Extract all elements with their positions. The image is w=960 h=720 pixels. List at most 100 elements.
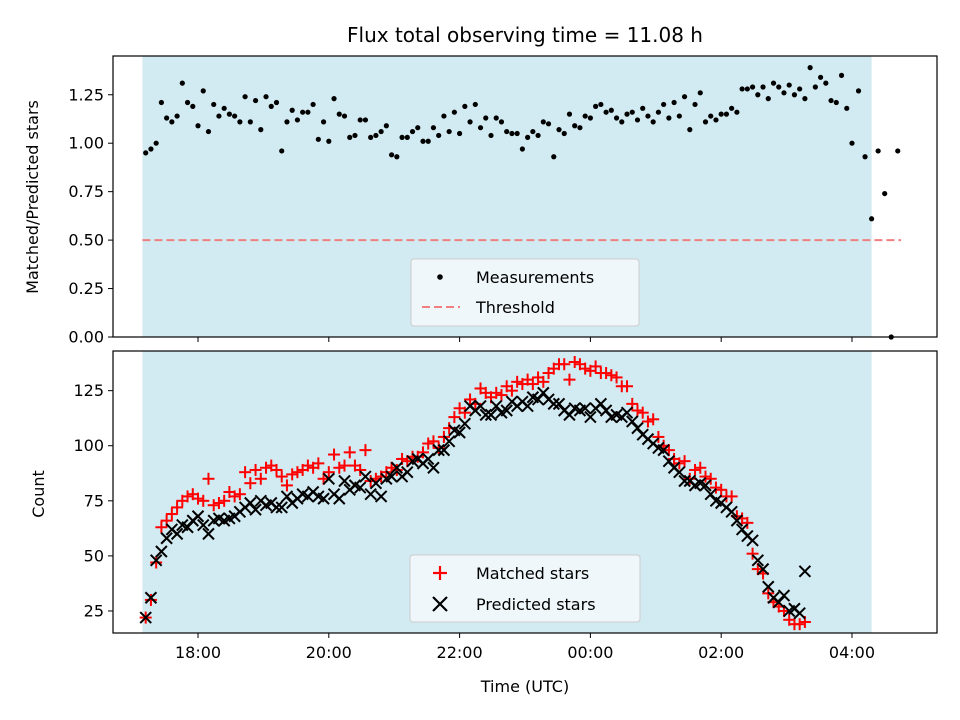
- matched-star-marker: [636, 406, 649, 419]
- ratio-legend: Measurements Threshold: [410, 258, 640, 327]
- matched-star-marker: [207, 499, 220, 512]
- measurement-point: [718, 111, 724, 117]
- predicted-star-marker: [333, 492, 346, 505]
- counts-panel: 25 50 75 100 125 18:00 20:00 22:00 00:00 02:00 04…: [29, 350, 938, 696]
- measurement-point: [755, 92, 761, 98]
- measurement-point: [289, 107, 295, 113]
- legend-predicted-marker: [432, 596, 448, 612]
- measurement-point: [587, 115, 593, 121]
- matched-star-marker: [144, 593, 157, 606]
- predicted-star-marker: [317, 492, 330, 505]
- matched-star-marker: [741, 516, 754, 529]
- measurement-point: [232, 113, 238, 119]
- measurement-point: [441, 113, 447, 119]
- matched-star-marker: [218, 494, 231, 507]
- measurement-point: [671, 99, 677, 106]
- measurement-point: [258, 127, 264, 133]
- measurement-point: [765, 96, 771, 102]
- counts-legend-box: [409, 554, 641, 623]
- measurement-point: [862, 154, 868, 160]
- measurement-point: [882, 190, 888, 197]
- matched-star-marker: [322, 466, 335, 479]
- predicted-star-marker: [353, 481, 367, 494]
- counts-y-ticks: 25 50 75 100 125: [73, 381, 113, 620]
- matched-star-marker: [312, 457, 325, 470]
- predicted-star-marker: [369, 476, 383, 490]
- y-tick-label: 125: [73, 381, 104, 400]
- measurement-point: [315, 136, 321, 142]
- matched-star-marker: [301, 459, 314, 472]
- predicted-star-marker: [144, 591, 158, 604]
- matched-star-marker: [490, 386, 503, 399]
- matched-star-marker: [212, 497, 225, 510]
- measurement-point: [472, 101, 478, 108]
- measurement-point: [708, 113, 714, 119]
- measurement-point: [467, 119, 473, 125]
- measurement-point: [566, 111, 573, 117]
- ratio-panel-frame: [112, 55, 938, 338]
- matched-star-marker: [709, 481, 722, 494]
- matched-star-marker: [647, 413, 660, 426]
- measurement-point: [237, 119, 243, 125]
- matched-star-marker: [239, 466, 252, 479]
- matched-star-marker: [197, 494, 210, 507]
- measurement-point: [749, 84, 756, 90]
- ratio-y-axis-label: Matched/Predicted stars: [23, 100, 42, 294]
- measurement-point: [655, 109, 662, 115]
- measurement-point: [613, 115, 620, 121]
- measurement-point: [786, 82, 792, 88]
- matched-star-marker: [150, 556, 163, 569]
- measurement-point: [268, 103, 274, 109]
- measurement-point: [148, 146, 154, 152]
- predicted-star-marker: [149, 554, 163, 567]
- matched-star-marker: [725, 490, 738, 503]
- predicted-star-marker: [155, 545, 168, 558]
- measurement-point: [855, 88, 862, 94]
- matched-star-marker: [448, 411, 461, 424]
- predicted-star-marker: [197, 518, 210, 532]
- measurement-point: [828, 97, 834, 104]
- y-tick-label: 100: [73, 436, 104, 455]
- measurement-point: [477, 125, 484, 131]
- measurement-points: [143, 65, 901, 340]
- measurement-point: [838, 72, 845, 78]
- measurement-point: [498, 119, 505, 125]
- measurement-point: [488, 132, 494, 139]
- predicted-star-marker: [678, 474, 691, 488]
- measurement-point: [394, 154, 400, 160]
- measurement-point: [451, 109, 457, 115]
- measurement-point: [273, 99, 280, 106]
- measurement-point: [545, 121, 552, 127]
- measurement-point: [797, 86, 803, 92]
- predicted-star-marker: [390, 461, 404, 474]
- predicted-star-marker: [401, 465, 414, 479]
- measurement-point: [734, 109, 740, 115]
- measurement-point: [817, 74, 824, 80]
- predicted-star-marker: [442, 435, 456, 448]
- predicted-star-marker: [322, 472, 336, 485]
- measurement-point: [184, 99, 191, 106]
- measurement-point: [190, 103, 196, 109]
- predicted-star-marker: [547, 397, 560, 411]
- measurement-point: [169, 119, 175, 125]
- measurement-point: [483, 115, 489, 121]
- y-tick-label: 1.00: [68, 134, 104, 153]
- measurement-point: [514, 130, 520, 137]
- predicted-star-marker: [170, 527, 184, 541]
- predicted-star-marker: [762, 580, 775, 593]
- matched-star-marker: [249, 463, 262, 476]
- y-tick-label: 50: [84, 546, 104, 565]
- predicted-star-marker: [338, 474, 351, 488]
- measurement-point: [572, 123, 578, 129]
- matched-star-marker: [746, 547, 759, 560]
- predicted-star-marker: [139, 611, 152, 624]
- measurement-point: [211, 101, 217, 108]
- y-tick-label: 0.25: [68, 279, 104, 298]
- measurement-point: [697, 90, 703, 96]
- matched-stars-markers: [139, 356, 811, 631]
- measurement-point: [383, 123, 389, 129]
- measurement-point: [388, 152, 395, 158]
- predicted-star-marker: [453, 426, 466, 439]
- matched-star-marker: [202, 472, 215, 485]
- matched-star-marker: [793, 618, 806, 631]
